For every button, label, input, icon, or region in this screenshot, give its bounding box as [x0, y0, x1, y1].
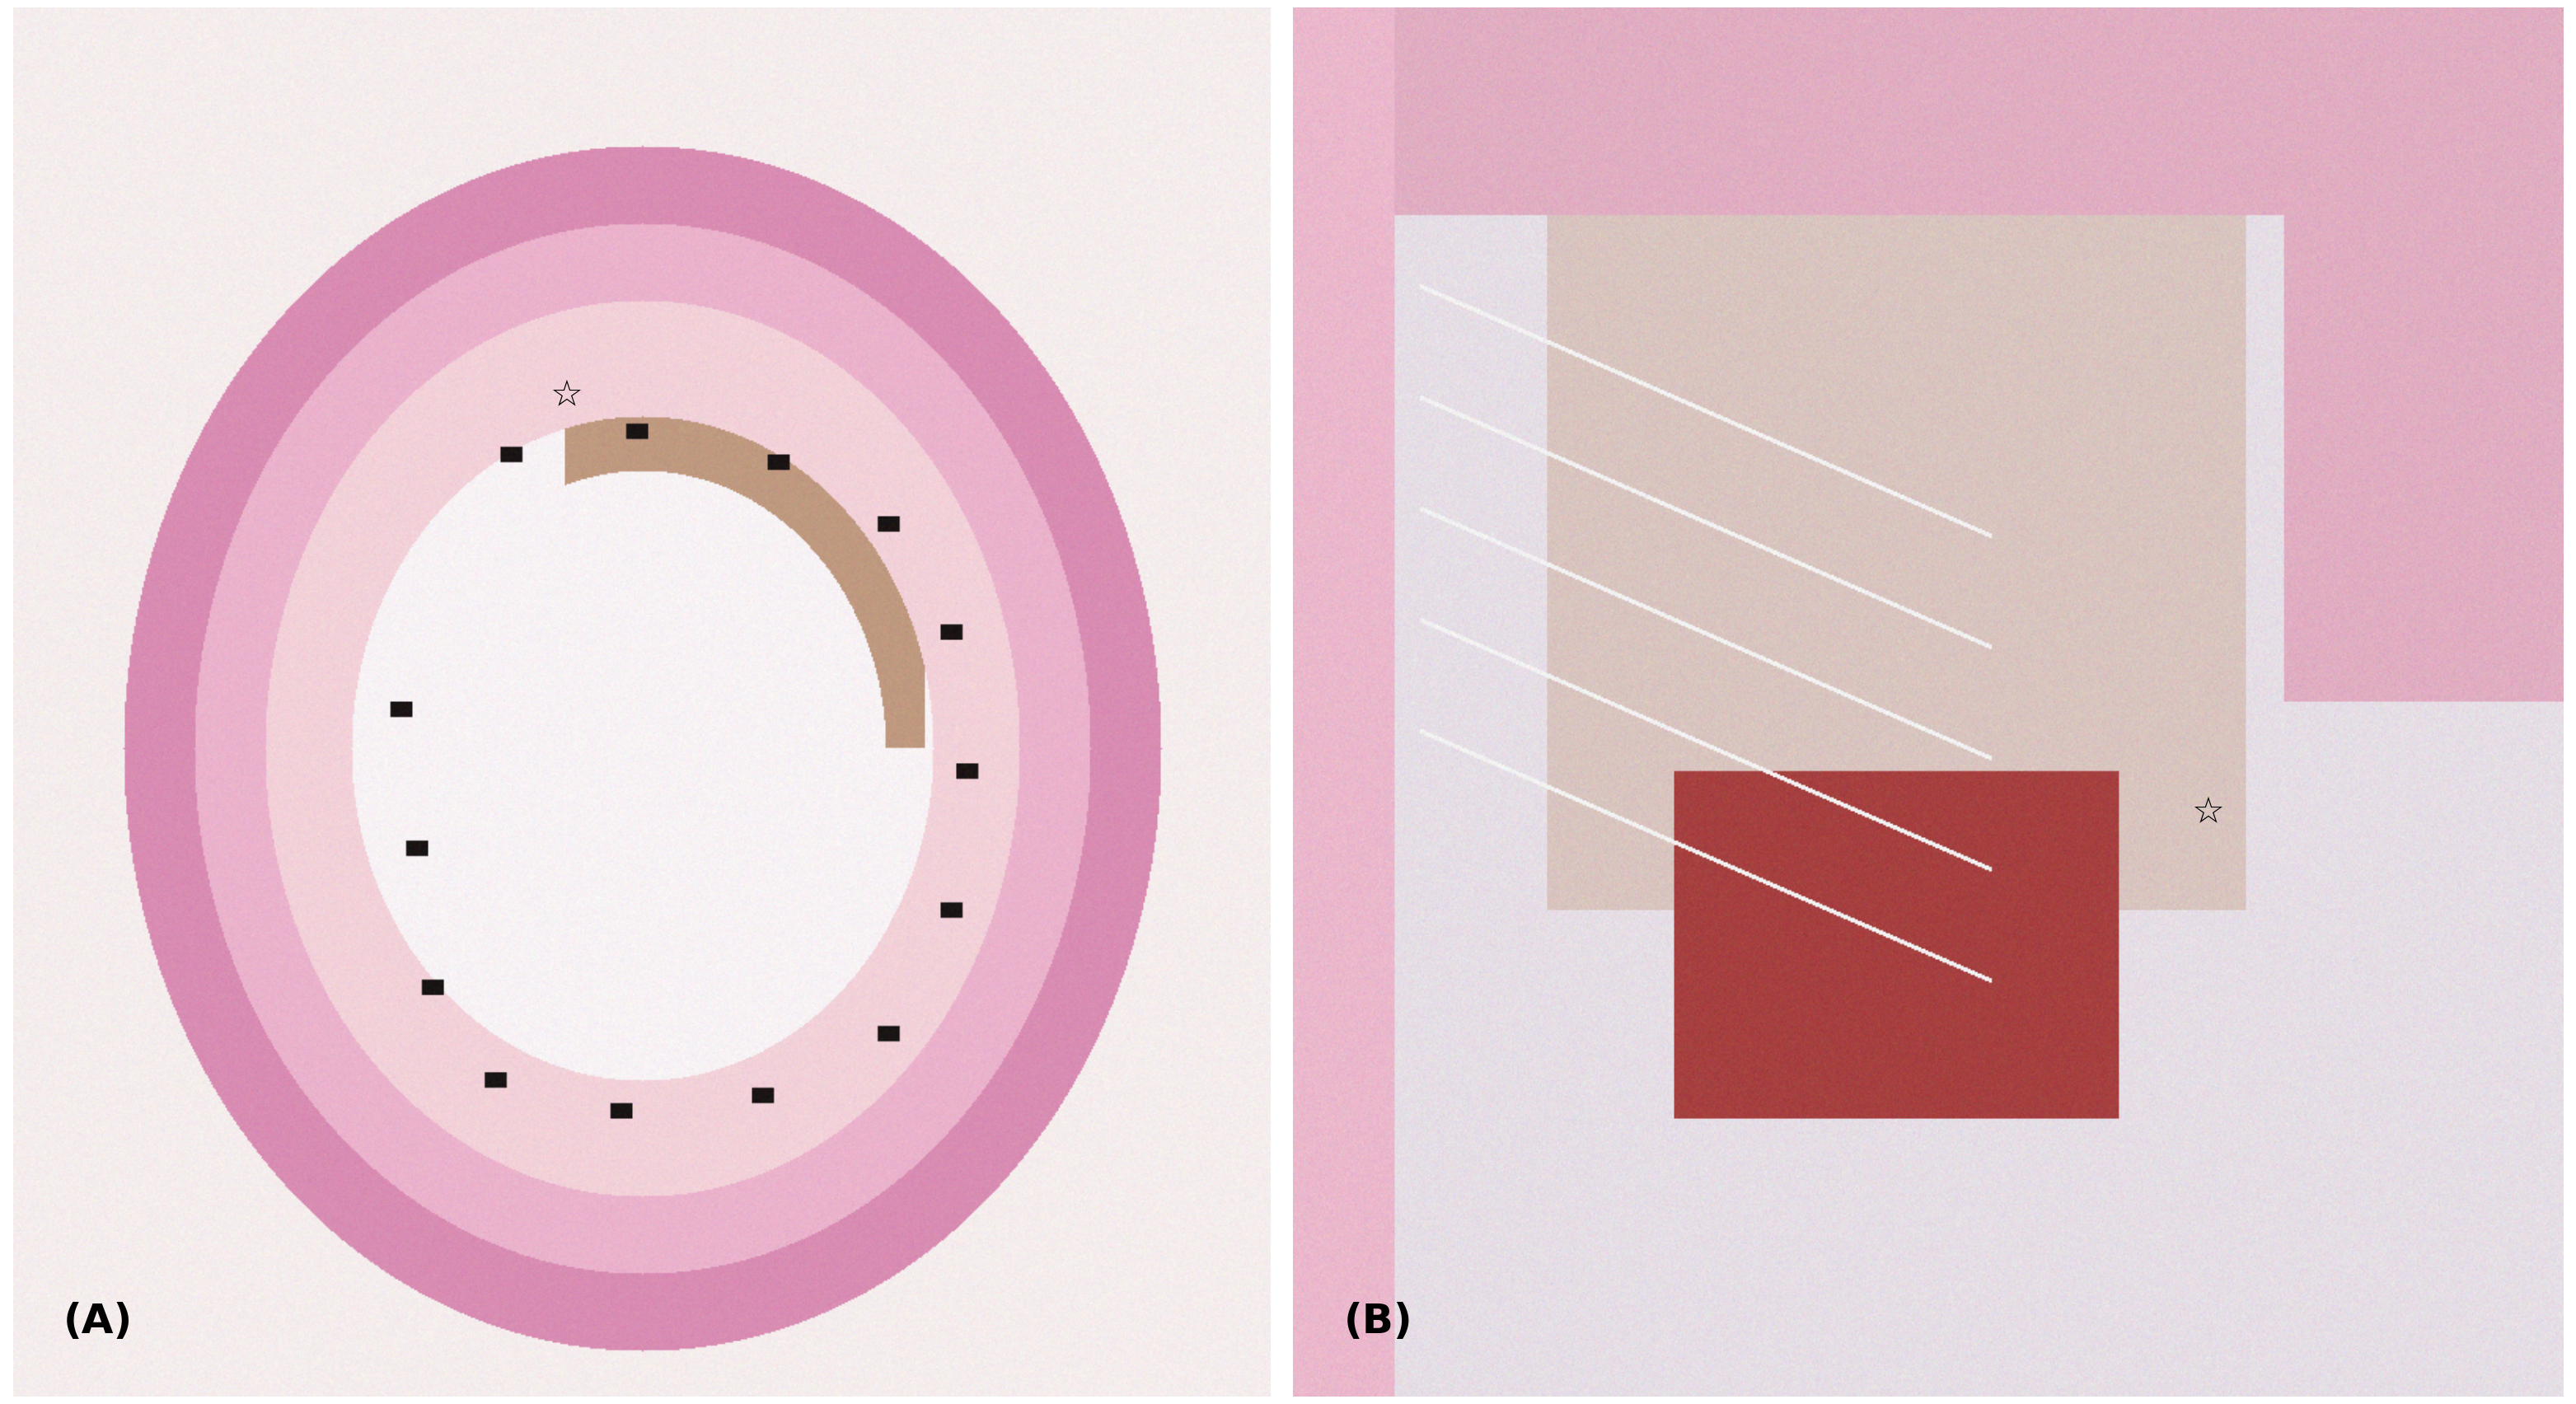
- Text: (A): (A): [64, 1302, 131, 1341]
- Text: ☆: ☆: [549, 379, 582, 414]
- Text: ☆: ☆: [2192, 796, 2223, 831]
- Text: (B): (B): [1345, 1302, 1412, 1341]
